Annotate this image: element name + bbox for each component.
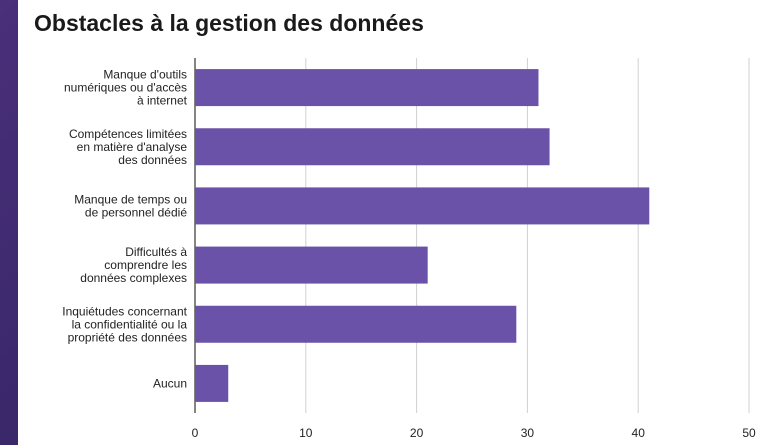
bar-0 bbox=[195, 69, 539, 107]
bar-1 bbox=[195, 128, 550, 166]
bar-5 bbox=[195, 364, 229, 402]
x-tick-label: 20 bbox=[410, 426, 424, 440]
bar-4 bbox=[195, 305, 517, 343]
category-label-1: Compétences limitées en matière d'analyse… bbox=[69, 127, 187, 167]
chart-title: Obstacles à la gestion des données bbox=[34, 10, 424, 36]
x-tick-label: 10 bbox=[299, 426, 313, 440]
category-label-0: Manque d'outils numériques ou d'accès à in… bbox=[64, 68, 188, 108]
bar-3 bbox=[195, 246, 428, 284]
x-tick-label: 30 bbox=[521, 426, 535, 440]
category-label-2: Manque de temps ou de personnel dédié bbox=[74, 192, 187, 219]
x-tick-label: 50 bbox=[742, 426, 756, 440]
x-tick-label: 40 bbox=[632, 426, 646, 440]
category-label-4: Inquiétudes concernant la confidentialité… bbox=[62, 304, 187, 344]
x-tick-label: 0 bbox=[192, 426, 199, 440]
bar-2 bbox=[195, 187, 650, 225]
category-label-5: Aucun bbox=[153, 376, 187, 390]
category-label-3: Difficultés à comprendre les données compl… bbox=[80, 245, 187, 285]
